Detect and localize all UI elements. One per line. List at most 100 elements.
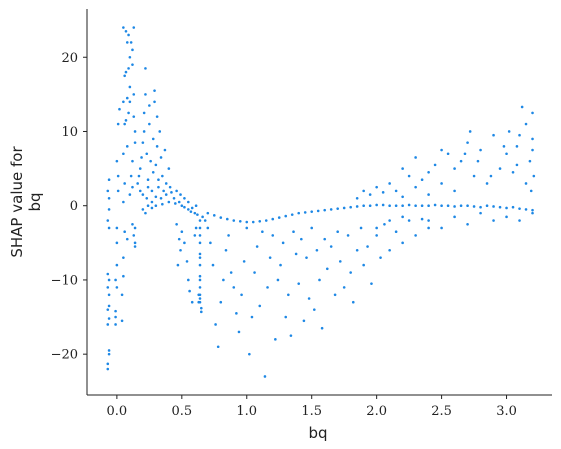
data-point (142, 130, 146, 133)
data-point (297, 282, 301, 285)
data-point (237, 330, 241, 334)
data-point (198, 297, 202, 300)
data-point (148, 104, 151, 107)
data-point (531, 137, 534, 141)
data-point (287, 293, 290, 297)
data-point (338, 260, 342, 263)
data-point (440, 204, 443, 208)
data-point (122, 200, 125, 204)
data-point (114, 278, 117, 282)
data-point (153, 100, 156, 104)
data-point (164, 193, 168, 196)
data-point (463, 152, 467, 156)
data-point (505, 206, 508, 210)
data-point (183, 241, 186, 245)
data-point (170, 191, 173, 194)
data-point (302, 319, 306, 323)
data-point (370, 282, 373, 285)
data-point (183, 196, 186, 200)
data-point (198, 274, 202, 278)
data-point (528, 159, 532, 163)
data-point (107, 178, 111, 182)
data-point (362, 263, 365, 267)
data-point (316, 209, 320, 213)
data-point (329, 208, 333, 211)
data-point (106, 367, 110, 371)
data-point (261, 230, 264, 233)
data-point (159, 196, 163, 200)
data-point (279, 263, 282, 267)
data-point (146, 178, 150, 182)
data-point (381, 203, 385, 207)
data-point (194, 204, 198, 208)
y-axis-title-line-2: bq (26, 192, 44, 211)
x-axis-title: bq (308, 424, 327, 442)
data-point (297, 211, 301, 215)
data-point (200, 310, 203, 314)
data-point (315, 248, 319, 252)
data-point (248, 352, 251, 356)
data-point (264, 219, 268, 222)
points-layer (106, 26, 536, 378)
y-axis-title: SHAP value for bq (8, 146, 44, 258)
data-point (245, 220, 249, 224)
data-point (159, 156, 163, 159)
data-point (271, 234, 275, 237)
data-point (115, 241, 119, 245)
data-point (206, 211, 210, 215)
data-point (381, 191, 385, 194)
data-point (131, 185, 134, 189)
data-point (197, 293, 200, 297)
data-point (114, 315, 117, 319)
data-point (232, 219, 236, 222)
data-point (300, 237, 303, 241)
data-point (124, 29, 128, 33)
y-tick-label: 10 (61, 125, 78, 140)
data-point (128, 85, 132, 89)
data-point (394, 204, 398, 208)
data-point (201, 215, 204, 219)
data-point (281, 241, 285, 245)
data-point (198, 256, 202, 259)
data-point (123, 230, 126, 233)
data-point (336, 230, 339, 233)
data-point (198, 226, 202, 230)
data-point (388, 182, 391, 185)
data-point (206, 226, 210, 230)
data-point (180, 204, 184, 208)
data-point (151, 171, 155, 174)
data-point (294, 252, 298, 256)
data-point (133, 241, 137, 245)
data-point (131, 222, 134, 226)
data-point (167, 167, 171, 170)
data-point (209, 241, 212, 245)
data-point (479, 211, 482, 215)
data-point (107, 293, 111, 297)
data-point (115, 159, 119, 163)
data-point (362, 189, 365, 193)
data-point (375, 234, 378, 237)
x-tick-label: 2.0 (366, 404, 387, 419)
data-point (107, 226, 111, 230)
data-point (388, 248, 391, 252)
data-point (502, 145, 506, 148)
data-point (401, 167, 404, 170)
data-point (251, 220, 255, 224)
data-point (216, 345, 220, 349)
data-point (479, 205, 482, 209)
data-point (211, 263, 215, 267)
data-point (479, 148, 482, 152)
data-point (401, 241, 404, 245)
data-point (123, 122, 126, 126)
data-point (307, 297, 311, 300)
data-point (157, 185, 160, 189)
data-point (141, 208, 145, 211)
data-point (515, 145, 519, 148)
data-point (127, 33, 130, 37)
data-point (472, 174, 476, 178)
data-point (106, 286, 110, 289)
data-point (131, 63, 134, 66)
data-point (485, 182, 489, 185)
data-point (115, 263, 119, 267)
data-point (222, 278, 225, 282)
